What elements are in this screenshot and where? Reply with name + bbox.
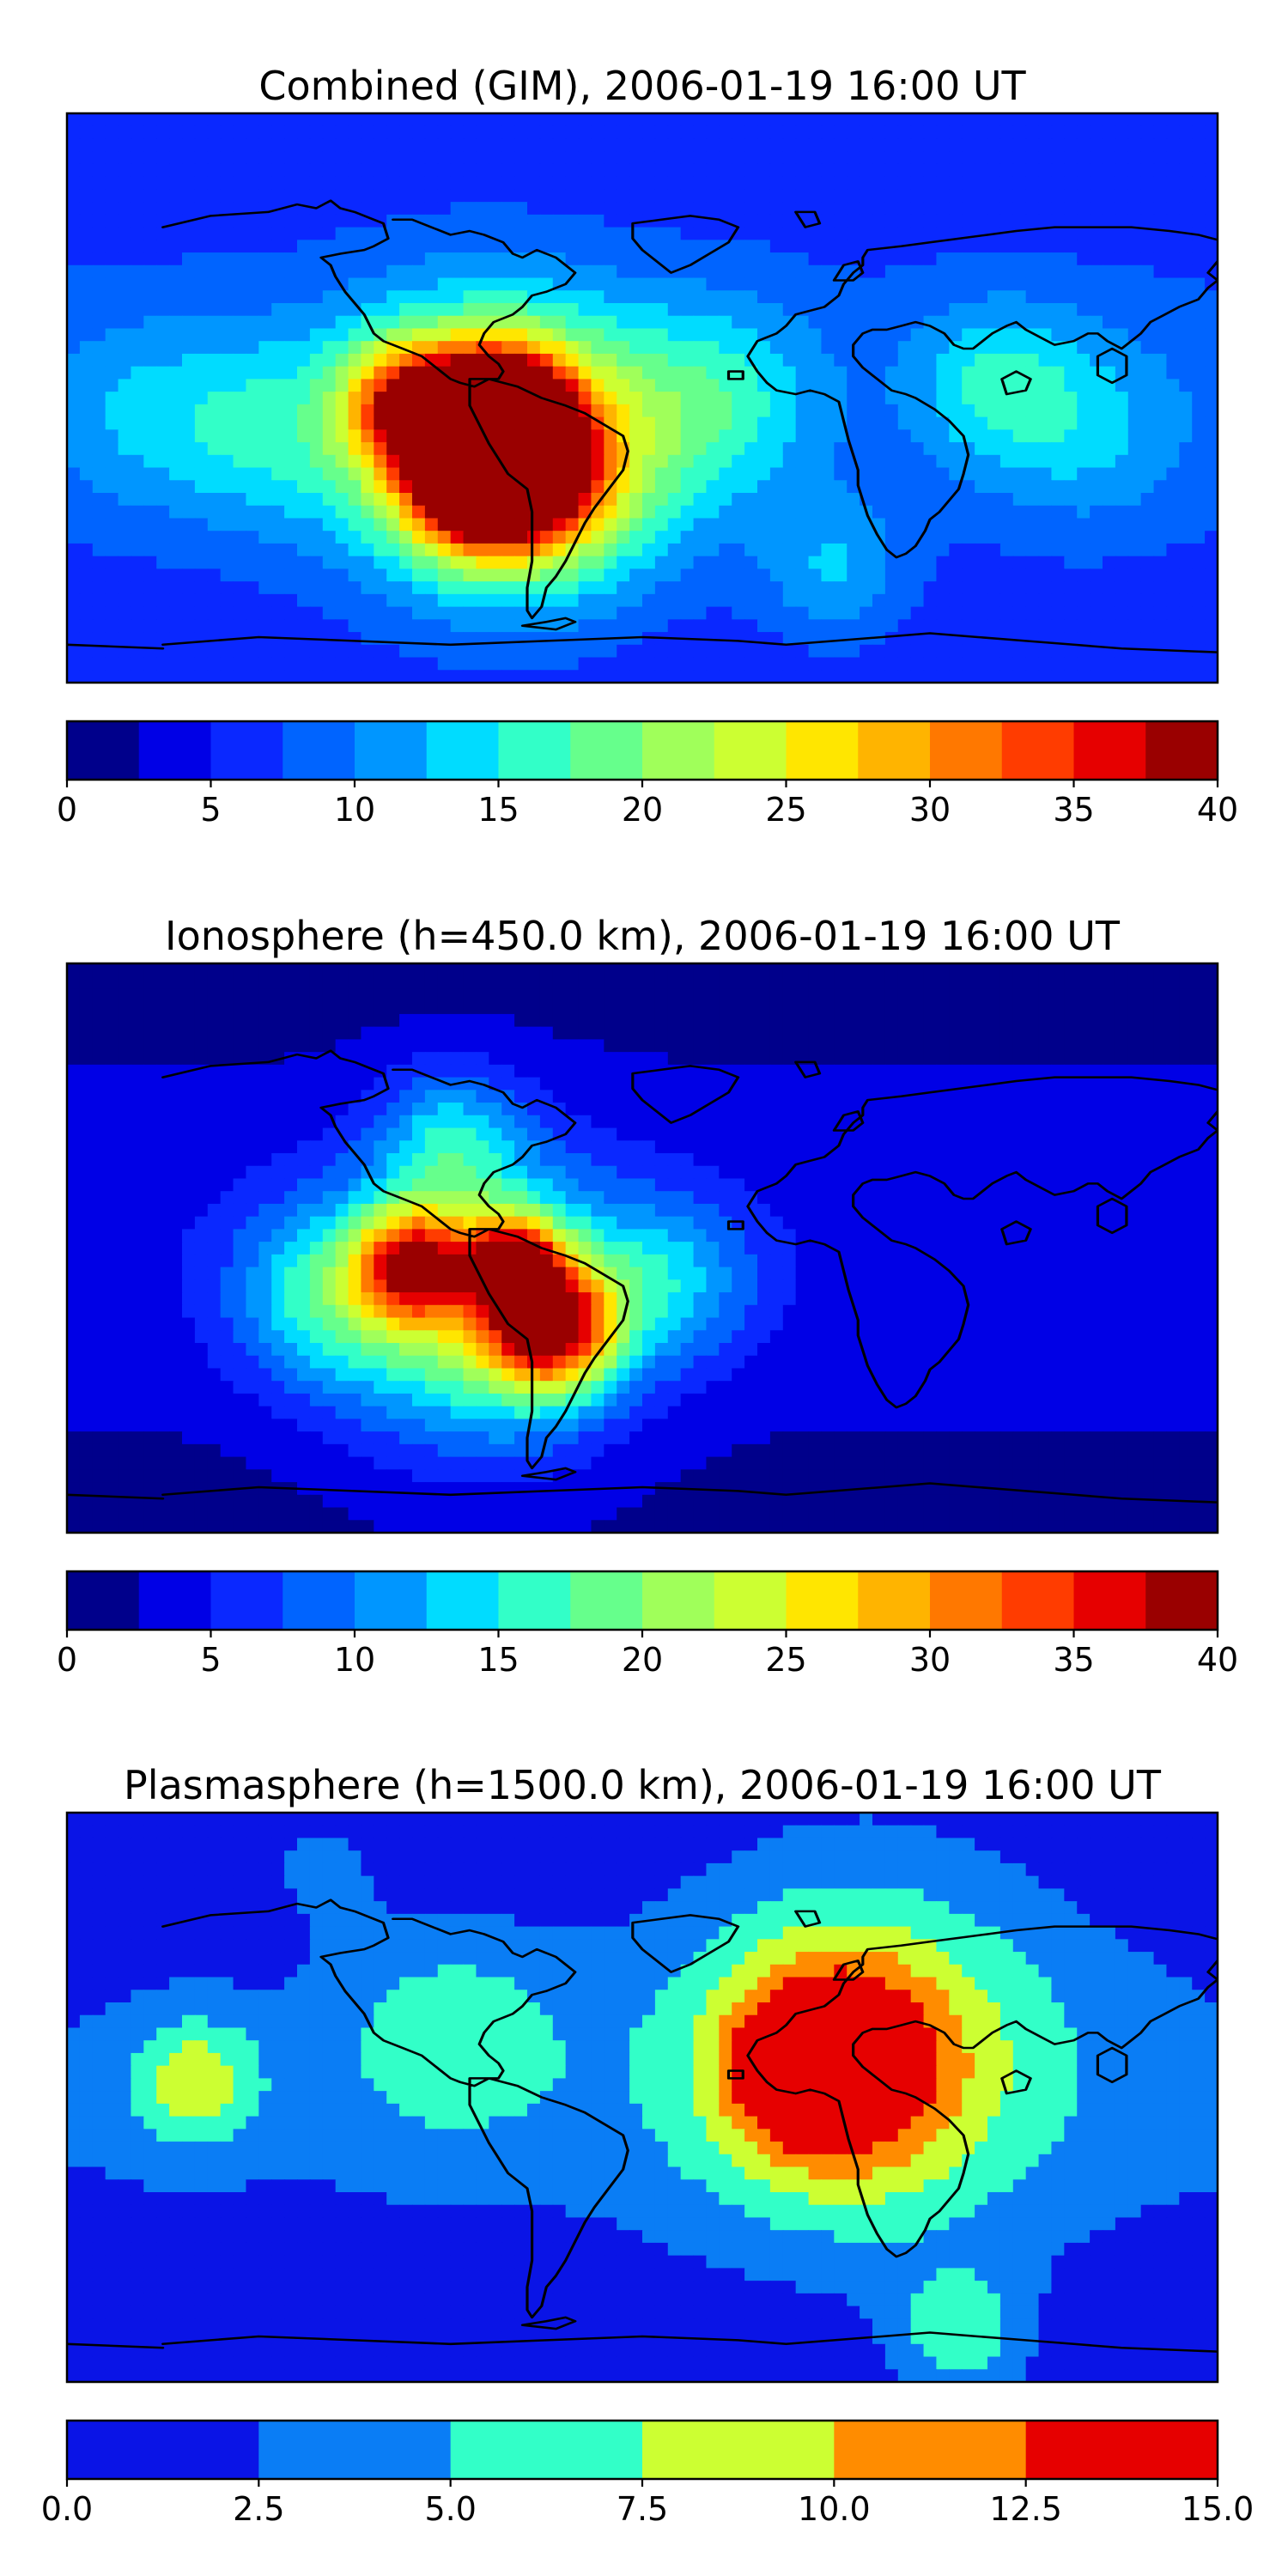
panel-title: Plasmasphere (h=1500.0 km), 2006-01-19 1… (124, 1762, 1162, 1808)
heatmap-field (67, 963, 1218, 1533)
colorbar-segment (642, 1571, 715, 1630)
colorbar-segment (1025, 2421, 1218, 2479)
colorbar-tick-label: 35 (1053, 791, 1094, 829)
colorbar-segment (786, 1571, 859, 1630)
colorbar-tick-label: 15.0 (1182, 2490, 1255, 2528)
colorbar-tick-label: 25 (765, 791, 806, 829)
colorbar-segment (642, 2421, 835, 2479)
colorbar-tick-label: 2.5 (233, 2490, 284, 2528)
colorbar-segment (355, 1571, 428, 1630)
colorbar-segment (570, 1571, 643, 1630)
panel-1: Combined (GIM), 2006-01-19 16:00 UT 0 5 10 1… (57, 63, 1238, 829)
colorbar-tick-label: 15 (477, 791, 519, 829)
colorbar-tick-label: 35 (1053, 1641, 1094, 1679)
colorbar-tick-label: 20 (622, 791, 663, 829)
colorbar-segment (834, 2421, 1027, 2479)
colorbar-segment (355, 721, 428, 780)
colorbar-segment (858, 721, 931, 780)
map-frame (65, 1811, 1219, 2384)
colorbar-tick-label: 0 (57, 791, 77, 829)
colorbar-segment (258, 2421, 452, 2479)
colorbar-segment (67, 2421, 259, 2479)
colorbar-tick-label: 10 (334, 791, 375, 829)
colorbar-segment (1073, 721, 1146, 780)
map-frame (65, 112, 1219, 684)
colorbar-tick-label: 5 (200, 1641, 221, 1679)
colorbar: 0 5 10 15 20 25 30 35 40 (57, 1570, 1238, 1679)
colorbar-tick-label: 5 (200, 791, 221, 829)
colorbar-tick-label: 7.5 (617, 2490, 668, 2528)
colorbar-segment (1073, 1571, 1146, 1630)
colorbar-segment (1001, 1571, 1074, 1630)
colorbar-tick-label: 20 (622, 1641, 663, 1679)
colorbar-segment (1001, 721, 1074, 780)
colorbar-tick-label: 0 (57, 1641, 77, 1679)
colorbar-tick-label: 30 (909, 1641, 951, 1679)
colorbar-segment (283, 721, 355, 780)
heatmap-field (67, 113, 1218, 683)
colorbar-tick-label: 12.5 (989, 2490, 1062, 2528)
colorbar: 0.0 2.5 5.0 7.5 10.0 12.5 15.0 (41, 2419, 1255, 2528)
colorbar-segment (426, 1571, 499, 1630)
colorbar-segment (1145, 1571, 1218, 1630)
colorbar: 0 5 10 15 20 25 30 35 40 (57, 720, 1238, 829)
colorbar-segment (426, 721, 499, 780)
heatmap-field (67, 1813, 1218, 2382)
colorbar-tick-label: 40 (1197, 1641, 1238, 1679)
colorbar-segment (570, 721, 643, 780)
colorbar-segment (67, 721, 140, 780)
colorbar-segment (498, 721, 571, 780)
colorbar-segment (930, 721, 1003, 780)
colorbar-segment (858, 1571, 931, 1630)
colorbar-segment (714, 721, 787, 780)
colorbar-tick-label: 10.0 (798, 2490, 871, 2528)
colorbar-segment (930, 1571, 1003, 1630)
colorbar-segment (138, 1571, 211, 1630)
panel-2: Ionosphere (h=450.0 km), 2006-01-19 16:0… (57, 913, 1238, 1679)
colorbar-tick-label: 0.0 (41, 2490, 93, 2528)
colorbar-tick-label: 5.0 (424, 2490, 476, 2528)
colorbar-segment (283, 1571, 355, 1630)
colorbar-segment (67, 1571, 140, 1630)
colorbar-tick-label: 40 (1197, 791, 1238, 829)
colorbar-segment (210, 1571, 283, 1630)
colorbar-tick-label: 10 (334, 1641, 375, 1679)
colorbar-segment (210, 721, 283, 780)
colorbar-segment (138, 721, 211, 780)
colorbar-segment (1145, 721, 1218, 780)
colorbar-tick-label: 25 (765, 1641, 806, 1679)
map-frame (65, 962, 1219, 1534)
panel-3: Plasmasphere (h=1500.0 km), 2006-01-19 1… (41, 1762, 1255, 2528)
panel-title: Ionosphere (h=450.0 km), 2006-01-19 16:0… (165, 913, 1121, 959)
panel-title: Combined (GIM), 2006-01-19 16:00 UT (258, 63, 1026, 109)
colorbar-segment (642, 721, 715, 780)
colorbar-segment (498, 1571, 571, 1630)
colorbar-tick-label: 15 (477, 1641, 519, 1679)
colorbar-segment (450, 2421, 643, 2479)
colorbar-segment (786, 721, 859, 780)
colorbar-tick-label: 30 (909, 791, 951, 829)
colorbar-segment (714, 1571, 787, 1630)
